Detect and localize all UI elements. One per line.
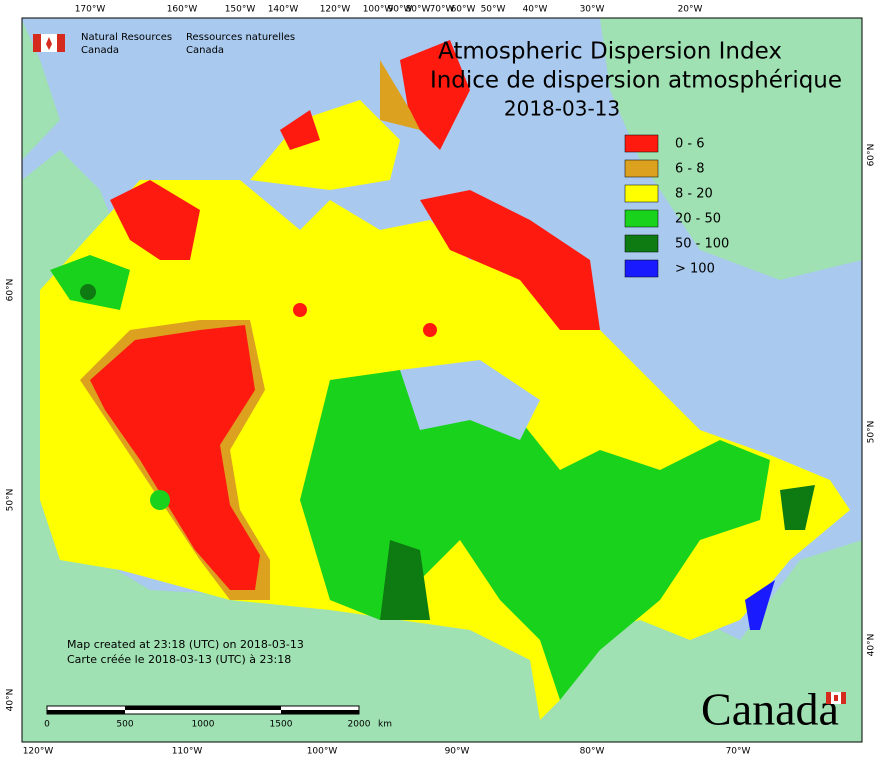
yukon-red <box>110 180 200 260</box>
lon-label: 150°W <box>225 5 256 15</box>
lon-label: 80°W <box>406 5 431 15</box>
lon-label: 160°W <box>167 5 198 15</box>
title: Atmospheric Dispersion Index <box>438 39 782 65</box>
map-body <box>22 18 862 742</box>
lon-label: 100°W <box>363 5 394 15</box>
region-0-6 <box>90 325 260 590</box>
lat-label: 60°N <box>6 279 16 302</box>
legend-swatch <box>624 184 659 203</box>
lon-label: 50°W <box>481 5 506 15</box>
lat-label: 50°N <box>6 489 16 512</box>
alaska-green <box>50 255 130 310</box>
lon-label: 70°W <box>430 5 455 15</box>
legend-swatch <box>624 134 659 153</box>
credit: Map created at 23:18 (UTC) on 2018-03-13 <box>67 638 304 651</box>
scale-label: 1000 <box>192 720 215 730</box>
legend-swatch <box>624 159 659 178</box>
baffin-red <box>420 190 600 330</box>
agency: Ressources naturelles <box>186 32 295 43</box>
wordmark: Canada <box>701 684 839 735</box>
region-over-100 <box>745 580 775 630</box>
legend-swatch <box>624 209 659 228</box>
legend-label: > 100 <box>675 262 715 277</box>
lon-label: 80°W <box>580 747 605 757</box>
scale-label: 2000 <box>348 720 371 730</box>
lon-label: 70°W <box>726 747 751 757</box>
lon-label: 120°W <box>23 747 54 757</box>
legend-label: 50 - 100 <box>675 237 729 252</box>
legend-label: 0 - 6 <box>675 137 705 152</box>
region-50-100 <box>380 540 430 620</box>
title: Indice de dispersion atmosphérique <box>430 68 842 94</box>
lon-label: 40°W <box>523 5 548 15</box>
legend-label: 8 - 20 <box>675 187 713 202</box>
agency: Canada <box>81 45 119 56</box>
red-spot <box>293 303 307 317</box>
logo <box>33 34 65 52</box>
lon-label: 110°W <box>172 747 203 757</box>
lon-label: 140°W <box>268 5 299 15</box>
wordmark-flag <box>826 692 846 704</box>
agency: Natural Resources <box>81 32 172 43</box>
green-spot <box>150 490 170 510</box>
scale-bar <box>46 705 360 715</box>
red-island <box>280 110 320 150</box>
lat-label: 50°N <box>867 421 877 444</box>
credit: Carte créée le 2018-03-13 (UTC) à 23:18 <box>67 653 291 666</box>
lon-label: 20°W <box>678 5 703 15</box>
region-20-50 <box>300 370 770 700</box>
legend-label: 20 - 50 <box>675 212 721 227</box>
agency: Canada <box>186 45 224 56</box>
scale-label: 500 <box>116 720 133 730</box>
frame <box>21 17 863 743</box>
legend-label: 6 - 8 <box>675 162 705 177</box>
scale-label: 0 <box>44 720 50 730</box>
arctic-islands <box>250 100 400 190</box>
ellesmere <box>400 40 470 150</box>
alaska-land <box>22 20 60 160</box>
scale-label: 1500 <box>270 720 293 730</box>
red-spot <box>423 323 437 337</box>
scale-label: km <box>378 720 392 730</box>
axel-heiberg <box>380 60 420 130</box>
lon-label: 170°W <box>75 5 106 15</box>
lon-label: 100°W <box>307 747 338 757</box>
lon-label: 90°W <box>388 5 413 15</box>
lon-label: 60°W <box>451 5 476 15</box>
green-spot <box>80 284 96 300</box>
lat-label: 40°N <box>6 689 16 712</box>
lat-label: 60°N <box>867 144 877 167</box>
legend-swatch <box>624 234 659 253</box>
newfoundland <box>780 485 815 530</box>
lon-label: 30°W <box>580 5 605 15</box>
lon-label: 120°W <box>320 5 351 15</box>
date: 2018-03-13 <box>504 97 620 121</box>
hudson-bay <box>400 360 540 440</box>
lon-label: 90°W <box>445 747 470 757</box>
lat-label: 40°N <box>867 634 877 657</box>
legend-swatch <box>624 259 659 278</box>
greenland <box>600 18 862 280</box>
